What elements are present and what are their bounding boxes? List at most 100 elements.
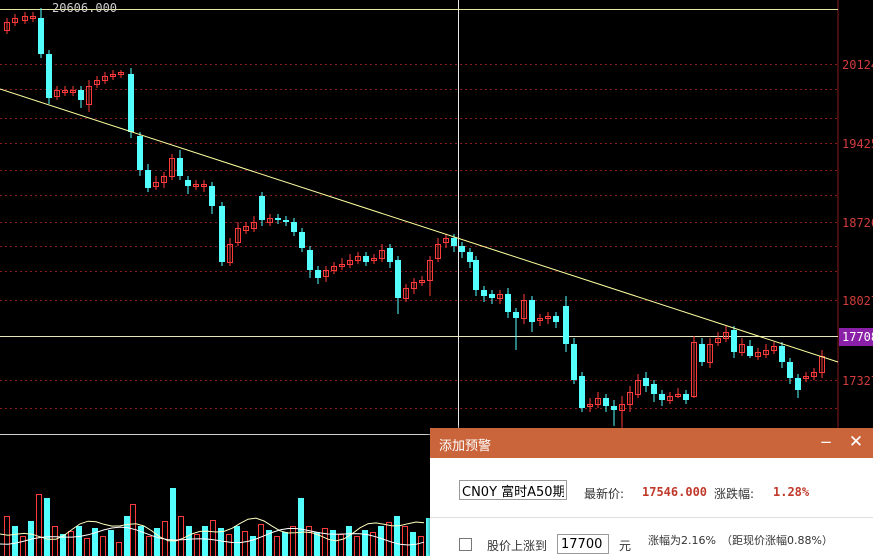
volume-bar bbox=[170, 488, 176, 556]
dialog-header[interactable]: 添加预警 − ✕ bbox=[430, 428, 873, 458]
rise-alert-checkbox[interactable] bbox=[459, 538, 472, 551]
volume-bar bbox=[274, 536, 280, 556]
candle-up bbox=[371, 258, 377, 261]
volume-bar bbox=[330, 530, 336, 556]
volume-bar bbox=[28, 521, 34, 556]
price-axis-label-5: 17327 bbox=[842, 374, 873, 388]
minimize-icon[interactable]: − bbox=[819, 433, 833, 451]
dialog-body: 最新价: 17546.000 涨跌幅: 1.28% bbox=[430, 458, 873, 556]
candle-down bbox=[38, 18, 44, 54]
volume-bar bbox=[12, 526, 18, 556]
volume-bar bbox=[20, 536, 26, 556]
candle-down bbox=[473, 260, 479, 290]
candle-up bbox=[331, 266, 337, 271]
volume-bar bbox=[84, 538, 90, 556]
candle-down bbox=[467, 252, 473, 262]
candle-up bbox=[70, 90, 76, 93]
candle-up bbox=[339, 264, 345, 267]
candle-down bbox=[209, 186, 215, 206]
candle-down bbox=[451, 238, 457, 246]
candle-up bbox=[12, 18, 18, 23]
volume-bar bbox=[138, 526, 144, 556]
volume-bar bbox=[130, 504, 136, 556]
volume-bar bbox=[100, 536, 106, 556]
currency-unit-label: 元 bbox=[619, 539, 632, 553]
candle-up bbox=[803, 376, 809, 379]
candle-up bbox=[4, 22, 10, 31]
volume-ma-line bbox=[0, 517, 425, 542]
price-axis-label-3: 18726 bbox=[842, 216, 873, 230]
volume-bar bbox=[44, 498, 50, 556]
candle-up bbox=[379, 250, 385, 259]
rise-to-price-input[interactable] bbox=[557, 534, 609, 554]
price-axis-label-1: 20124 bbox=[842, 58, 873, 72]
volume-bar bbox=[202, 526, 208, 556]
candle-down bbox=[145, 170, 151, 188]
candle-up bbox=[811, 372, 817, 377]
candle-up bbox=[521, 300, 527, 319]
candle-up bbox=[635, 380, 641, 395]
candle-up bbox=[54, 90, 60, 97]
volume-bar bbox=[226, 534, 232, 556]
volume-bar bbox=[52, 526, 58, 556]
volume-bar bbox=[36, 494, 42, 556]
volume-bar bbox=[60, 534, 66, 556]
candle-up bbox=[227, 244, 233, 263]
price-axis-label-2: 19425 bbox=[842, 137, 873, 151]
volume-bar bbox=[210, 520, 216, 556]
volume-bar bbox=[362, 530, 368, 556]
current-price-tag: 17708 bbox=[839, 328, 873, 346]
dialog-divider bbox=[430, 517, 873, 518]
candle-up bbox=[411, 282, 417, 289]
volume-bar bbox=[322, 528, 328, 556]
candle-up bbox=[667, 396, 673, 401]
stock-code-field[interactable] bbox=[459, 480, 567, 500]
candle-down bbox=[651, 384, 657, 394]
rise-percent-note: 涨幅为2.16% bbox=[648, 534, 716, 547]
volume-bar bbox=[394, 516, 400, 556]
candle-up bbox=[771, 346, 777, 351]
candle-down bbox=[779, 346, 785, 362]
volume-bar bbox=[234, 526, 240, 556]
rise-to-label: 股价上涨到 bbox=[487, 539, 548, 553]
candle-down bbox=[459, 246, 465, 252]
candle-down bbox=[275, 218, 281, 220]
candle-up bbox=[267, 218, 273, 223]
volume-bar bbox=[4, 516, 10, 556]
volume-bar bbox=[266, 530, 272, 556]
candle-down bbox=[603, 398, 609, 406]
candle-up bbox=[22, 16, 28, 21]
candle-down bbox=[795, 378, 801, 390]
candle-down bbox=[387, 248, 393, 262]
candle-down bbox=[683, 394, 689, 400]
candle-down bbox=[291, 222, 297, 232]
volume-bar bbox=[306, 526, 312, 556]
candle-up bbox=[723, 332, 729, 339]
candle-up bbox=[443, 238, 449, 243]
close-icon[interactable]: ✕ bbox=[848, 432, 864, 452]
change-value: 1.28% bbox=[773, 485, 810, 499]
volume-bar bbox=[354, 536, 360, 556]
candle-up bbox=[691, 342, 697, 397]
candle-up bbox=[118, 72, 124, 75]
candle-up bbox=[715, 338, 721, 343]
candle-down bbox=[219, 206, 225, 262]
candle-down bbox=[299, 232, 305, 248]
candle-down bbox=[571, 344, 577, 380]
candle-up bbox=[435, 244, 441, 259]
volume-bar bbox=[378, 526, 384, 556]
candle-up bbox=[201, 184, 207, 187]
volume-bar bbox=[92, 528, 98, 556]
candle-up bbox=[419, 280, 425, 283]
volume-bar bbox=[194, 534, 200, 556]
candle-up bbox=[243, 226, 249, 231]
price-axis-label-4: 18027 bbox=[842, 294, 873, 308]
candle-down bbox=[505, 294, 511, 312]
latest-price-label: 最新价: bbox=[584, 487, 625, 501]
candle-down bbox=[307, 250, 313, 270]
volume-bar bbox=[218, 528, 224, 556]
candle-up bbox=[627, 392, 633, 405]
distance-to-price-note: （距现价涨幅0.88%） bbox=[721, 534, 833, 547]
candle-down bbox=[46, 54, 52, 98]
